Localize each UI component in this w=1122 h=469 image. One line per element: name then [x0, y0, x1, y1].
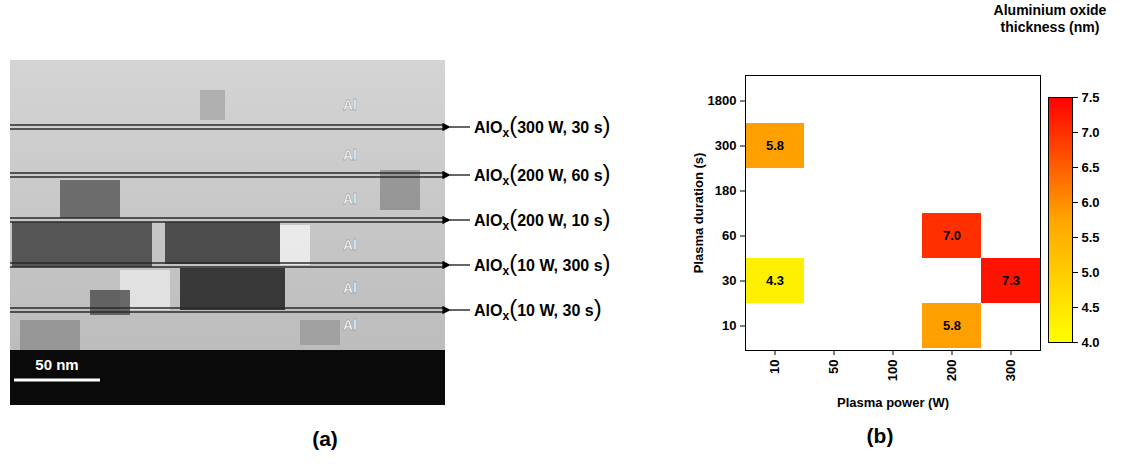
svg-text:100: 100: [885, 360, 900, 382]
svg-text:AlOx(10 W, 300 s): AlOx(10 W, 300 s): [474, 249, 611, 278]
svg-text:7.5: 7.5: [1082, 90, 1100, 105]
svg-text:7.0: 7.0: [1082, 125, 1100, 140]
svg-text:Al: Al: [343, 191, 357, 207]
svg-text:Al: Al: [343, 147, 357, 163]
svg-text:50 nm: 50 nm: [35, 356, 78, 373]
svg-text:6.0: 6.0: [1082, 195, 1100, 210]
html-text:Aluminium oxide thickness (nm): Aluminium oxide thickness (nm): [993, 2, 1107, 35]
svg-text:Al: Al: [343, 97, 357, 113]
svg-text:7.0: 7.0: [943, 228, 961, 243]
svg-text:4.3: 4.3: [766, 273, 784, 288]
svg-text:(a): (a): [312, 427, 338, 450]
svg-text:300: 300: [1003, 360, 1018, 382]
svg-text:60: 60: [722, 228, 736, 243]
svg-text:30: 30: [722, 273, 736, 288]
svg-text:Al: Al: [343, 317, 357, 333]
svg-text:Plasma duration (s): Plasma duration (s): [691, 153, 706, 274]
svg-text:AlOx(200 W, 10 s): AlOx(200 W, 10 s): [474, 204, 611, 233]
svg-text:1800: 1800: [708, 93, 737, 108]
svg-text:50: 50: [826, 360, 841, 374]
svg-text:5.8: 5.8: [943, 318, 961, 333]
svg-text:200: 200: [944, 360, 959, 382]
svg-text:5.0: 5.0: [1082, 265, 1100, 280]
svg-text:300: 300: [715, 138, 737, 153]
svg-text:AlOx(300 W, 30 s): AlOx(300 W, 30 s): [474, 111, 611, 140]
svg-text:6.5: 6.5: [1082, 160, 1100, 175]
svg-text:Al: Al: [343, 237, 357, 253]
svg-text:AlOx(10 W, 30 s): AlOx(10 W, 30 s): [474, 294, 602, 323]
svg-text:4.5: 4.5: [1082, 300, 1100, 315]
svg-text:5.8: 5.8: [766, 138, 784, 153]
svg-text:10: 10: [767, 360, 782, 374]
svg-text:10: 10: [722, 318, 736, 333]
svg-text:Plasma power (W): Plasma power (W): [837, 395, 949, 410]
svg-text:Al: Al: [343, 280, 357, 296]
svg-text:AlOx(200 W, 60 s): AlOx(200 W, 60 s): [474, 159, 611, 188]
svg-text:7.3: 7.3: [1002, 273, 1020, 288]
html-text:(b): (b): [866, 424, 894, 447]
svg-text:180: 180: [715, 183, 737, 198]
svg-text:5.5: 5.5: [1082, 230, 1100, 245]
svg-text:4.0: 4.0: [1082, 335, 1100, 350]
